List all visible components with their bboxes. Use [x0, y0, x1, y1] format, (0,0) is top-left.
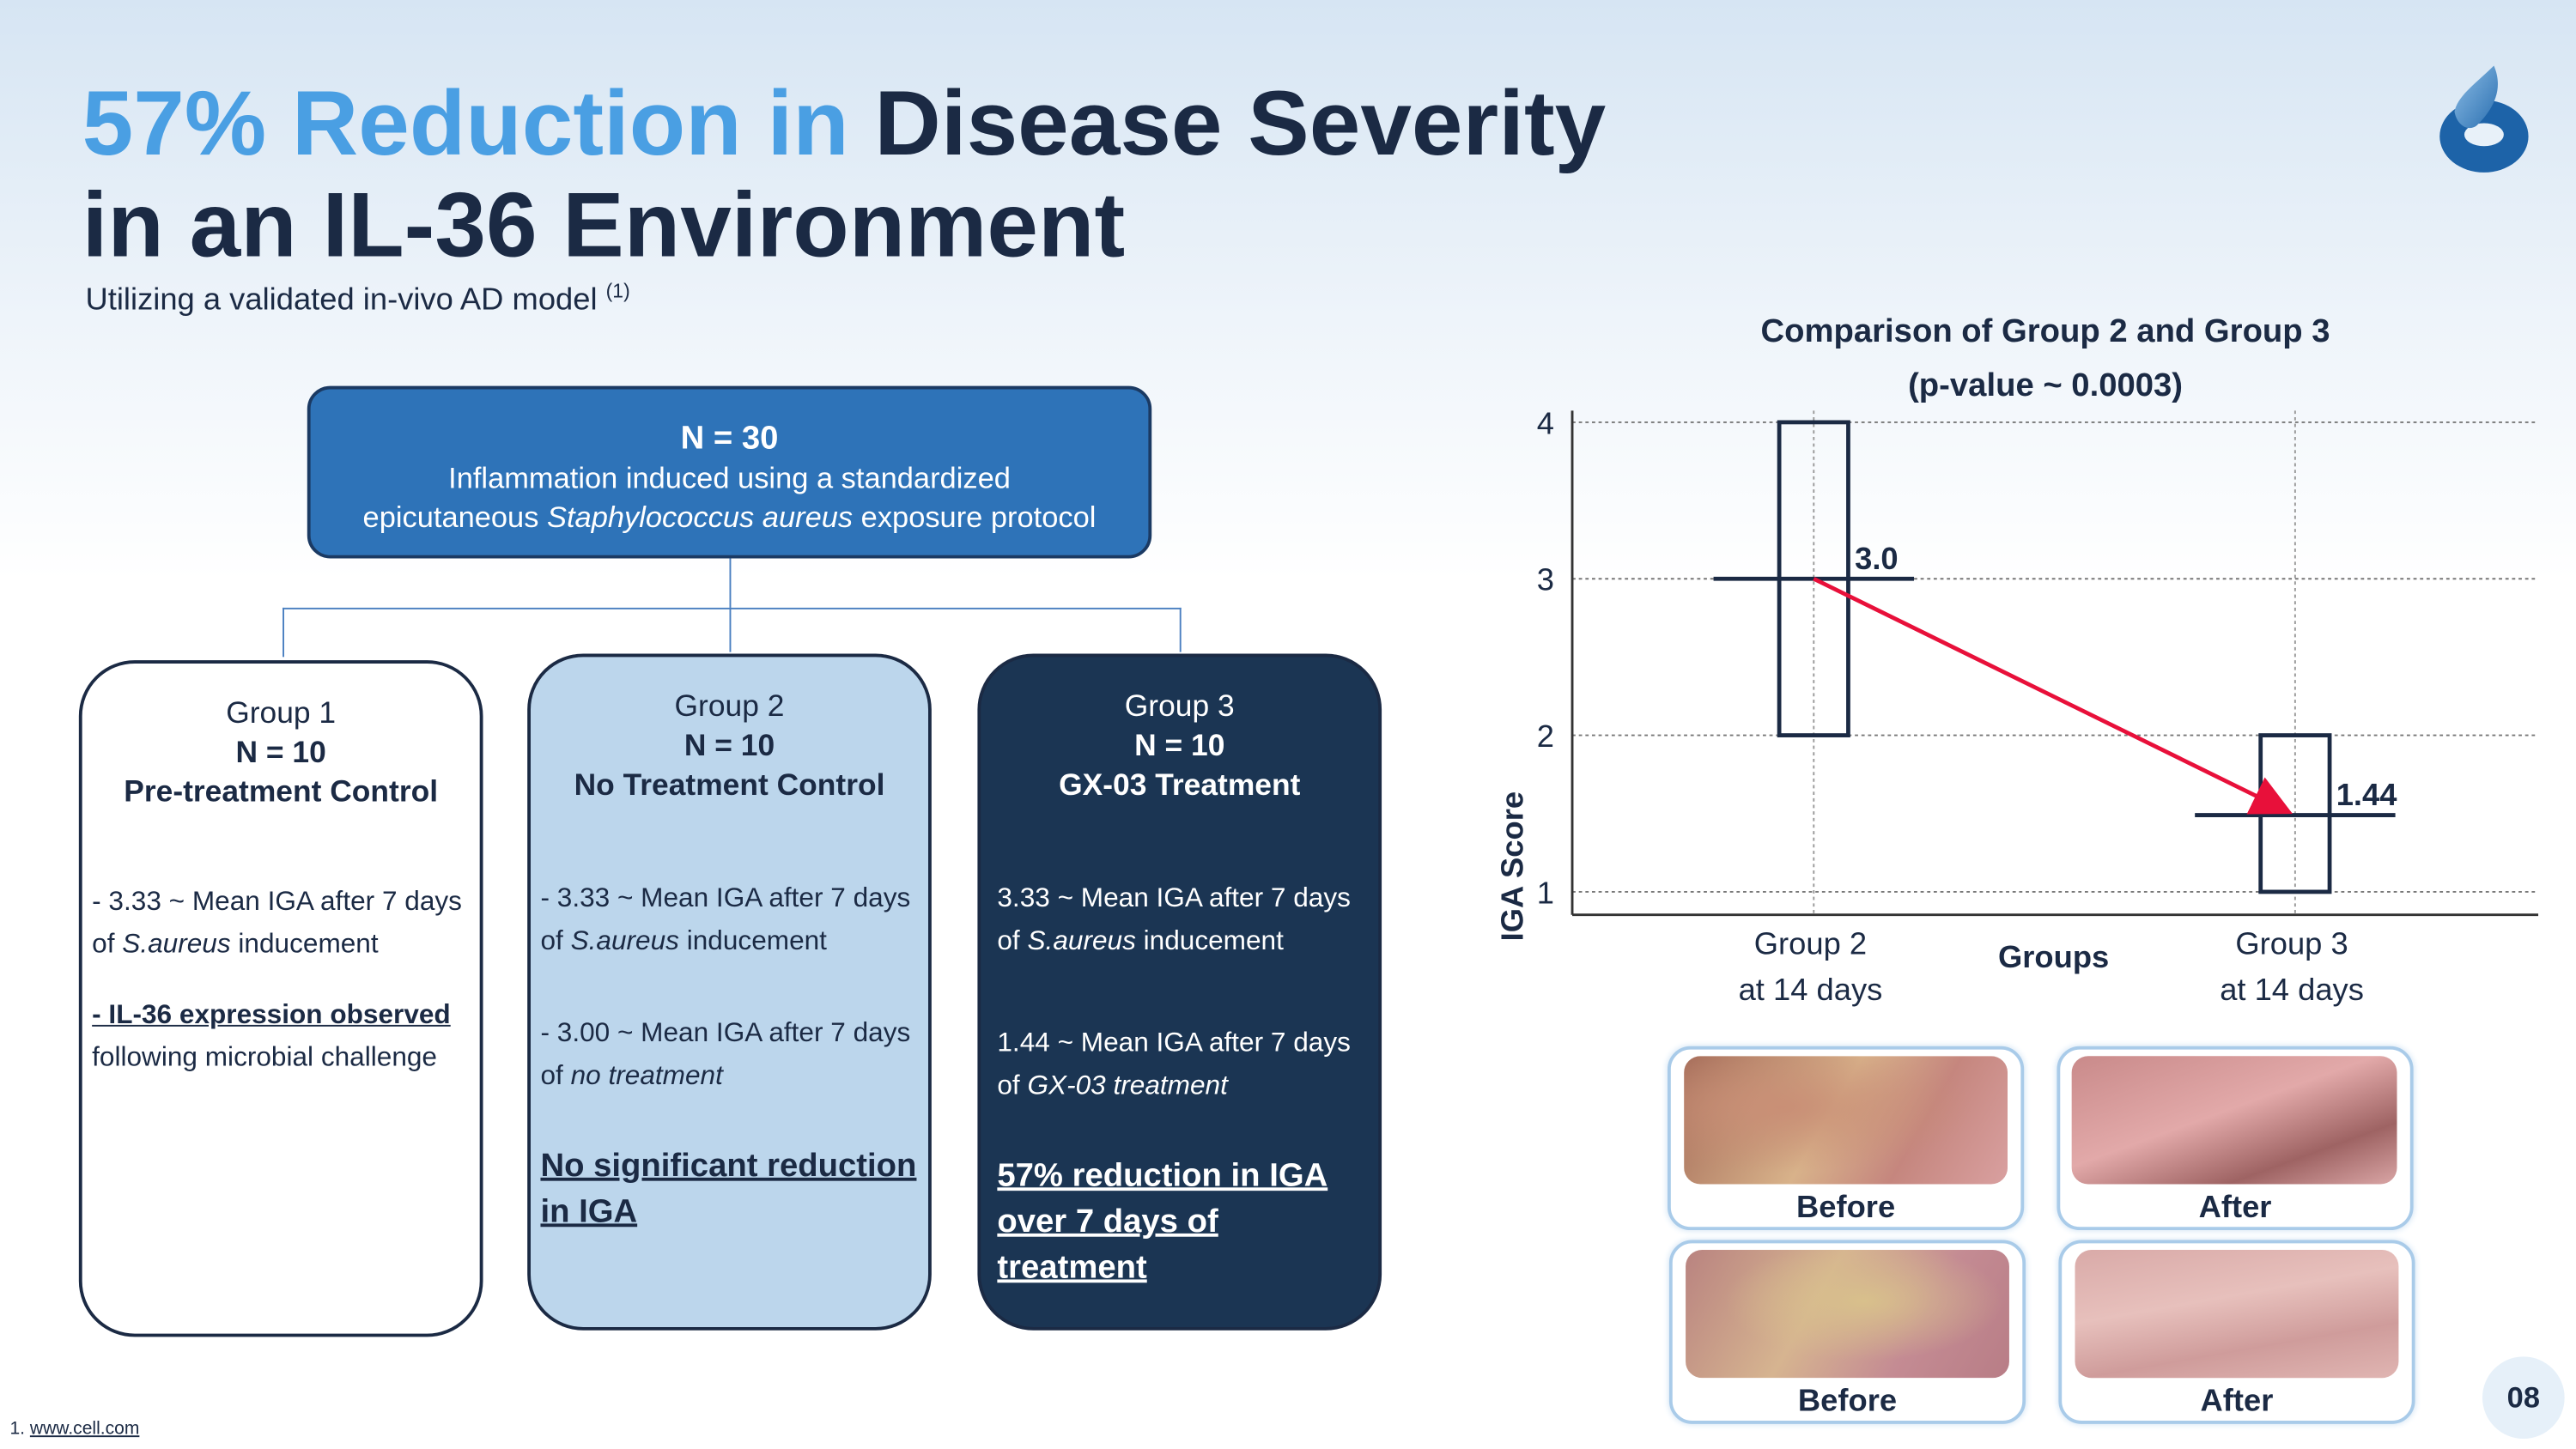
subtitle: Utilizing a validated in-vivo AD model (… [85, 279, 630, 318]
mean-label: 1.44 [2336, 777, 2398, 812]
skin-image [1686, 1250, 2009, 1379]
page-number: 08 [2482, 1356, 2565, 1440]
x-axis-label: Groups [1998, 939, 2109, 974]
x-tick-label: Group 3 [2235, 926, 2348, 961]
y-tick-label: 4 [1537, 405, 1554, 440]
photo-after-2: After [2058, 1240, 2415, 1424]
y-tick-label: 1 [1537, 875, 1554, 910]
page-title: 57% Reduction in Disease Severity in an I… [82, 70, 1607, 276]
photo-after-1: After [2057, 1046, 2414, 1231]
x-tick-label: Group 2 [1754, 926, 1867, 961]
skin-image [2075, 1250, 2399, 1379]
chart-subtitle: (p-value ~ 0.0003) [1908, 367, 2183, 403]
connector-line [729, 558, 732, 608]
footnote-link[interactable]: www.cell.com [29, 1419, 140, 1440]
x-tick-label: at 14 days [1739, 972, 1883, 1007]
skin-image [1684, 1056, 2008, 1185]
connector-line [1179, 607, 1182, 652]
chart-title: Comparison of Group 2 and Group 3 [1761, 312, 2330, 349]
connector-line [283, 607, 285, 658]
mean-label: 3.0 [1855, 541, 1899, 576]
connector-line [729, 607, 732, 652]
photo-before-2: Before [1668, 1240, 2026, 1424]
y-tick-label: 3 [1537, 562, 1554, 597]
trend-arrow [1813, 577, 2293, 815]
company-logo-icon [2439, 65, 2529, 173]
study-population-box: N = 30 Inflammation induced using a stan… [307, 385, 1152, 559]
skin-image [2071, 1056, 2397, 1185]
photo-before-1: Before [1667, 1046, 2025, 1231]
y-axis-label: IGA Score [1495, 791, 1530, 941]
iga-box-chart: Comparison of Group 2 and Group 3 (p-val… [1495, 312, 2539, 1007]
y-tick-label: 2 [1537, 718, 1554, 754]
connector-line [283, 607, 1182, 609]
footnote: 1. www.cell.com [9, 1419, 140, 1440]
x-tick-label: at 14 days [2220, 972, 2364, 1007]
